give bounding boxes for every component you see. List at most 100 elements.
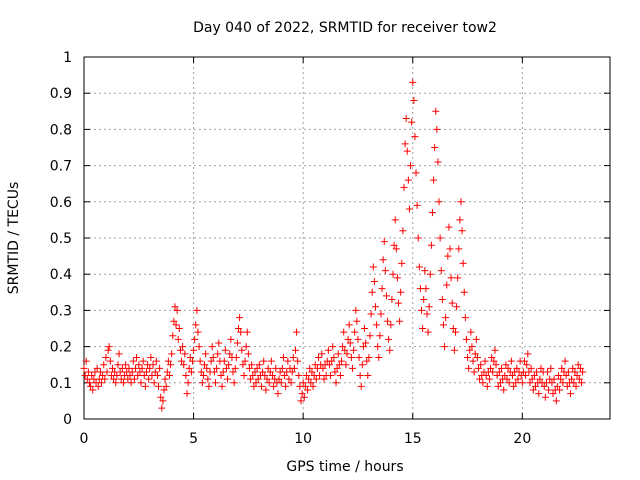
data-point — [455, 245, 463, 253]
y-tick-label: 0.6 — [50, 195, 72, 211]
data-point — [487, 364, 495, 372]
data-point — [279, 353, 287, 361]
data-point — [101, 375, 109, 383]
data-point — [330, 353, 338, 361]
data-point — [195, 343, 203, 351]
data-point — [461, 314, 469, 322]
data-point — [254, 375, 262, 383]
data-point — [470, 368, 478, 376]
data-point — [469, 357, 477, 365]
data-point — [444, 252, 452, 260]
y-tick-label: 0 — [63, 412, 72, 428]
data-point — [403, 147, 411, 155]
data-point — [264, 364, 272, 372]
data-point — [255, 361, 263, 369]
data-point — [103, 368, 111, 376]
data-point — [368, 288, 376, 296]
data-point — [239, 361, 247, 369]
data-point — [408, 118, 416, 126]
data-point — [140, 372, 148, 380]
data-point — [160, 386, 168, 394]
data-point — [505, 379, 513, 387]
data-point — [563, 382, 571, 390]
data-point — [443, 281, 451, 289]
data-point — [197, 368, 205, 376]
data-point — [462, 335, 470, 343]
data-point — [553, 382, 561, 390]
data-point — [245, 364, 253, 372]
data-point — [133, 353, 141, 361]
data-point — [549, 390, 557, 398]
data-point — [260, 357, 268, 365]
data-point — [217, 372, 225, 380]
data-point — [163, 368, 171, 376]
data-point — [445, 223, 453, 231]
data-point — [475, 364, 482, 372]
data-point — [93, 364, 101, 372]
data-point — [575, 375, 583, 383]
data-point — [261, 372, 269, 380]
y-tick-label: 0.5 — [50, 231, 72, 247]
data-point — [218, 382, 226, 390]
data-point — [393, 274, 401, 282]
data-point — [501, 372, 509, 380]
data-point — [381, 267, 389, 275]
data-point — [570, 379, 578, 387]
data-point — [253, 364, 261, 372]
data-point — [527, 364, 535, 372]
data-point — [248, 361, 256, 369]
data-point — [333, 364, 341, 372]
data-point — [489, 368, 497, 376]
data-point — [332, 379, 340, 387]
y-tick-label: 0.8 — [50, 122, 72, 138]
data-point — [238, 346, 246, 354]
data-point — [367, 310, 375, 318]
data-point — [108, 364, 116, 372]
data-point — [554, 372, 562, 380]
data-point — [274, 390, 282, 398]
axis-ticks: 0 5 10 15 20 0 0.1 0.2 0.3 0.4 0.5 0.6 0.7 0.8 0.9 1 — [50, 50, 610, 447]
data-point — [162, 382, 170, 390]
data-point — [80, 364, 88, 372]
data-point — [339, 343, 347, 351]
data-point — [214, 350, 222, 358]
data-point — [387, 321, 395, 329]
data-point — [288, 368, 296, 376]
data-point — [451, 328, 459, 336]
data-point — [434, 158, 442, 166]
data-point — [190, 346, 198, 354]
data-point — [419, 325, 427, 332]
data-point — [259, 368, 267, 376]
data-point — [182, 372, 190, 380]
data-point — [533, 368, 541, 376]
data-point — [351, 328, 359, 336]
data-point — [266, 368, 274, 376]
data-point — [476, 375, 484, 383]
x-tick-label: 10 — [294, 431, 312, 447]
data-point — [114, 361, 122, 369]
data-point — [331, 368, 339, 376]
data-point — [500, 386, 508, 394]
data-point — [427, 241, 435, 249]
data-point — [526, 379, 534, 387]
data-point — [174, 335, 182, 343]
data-point — [415, 263, 423, 271]
data-point — [168, 350, 176, 358]
data-point — [458, 227, 466, 235]
data-point — [159, 397, 167, 405]
data-point — [374, 343, 382, 351]
data-point — [371, 303, 379, 311]
data-point — [116, 368, 124, 376]
data-point — [251, 368, 259, 376]
data-point — [424, 328, 432, 336]
data-point — [352, 306, 360, 314]
data-point — [407, 162, 415, 170]
data-point — [378, 285, 386, 293]
data-point — [342, 361, 350, 369]
data-point — [304, 386, 312, 394]
data-point — [181, 350, 189, 358]
data-point — [411, 133, 419, 141]
data-point — [425, 303, 433, 311]
data-point — [552, 397, 560, 405]
x-tick-label: 15 — [404, 431, 422, 447]
